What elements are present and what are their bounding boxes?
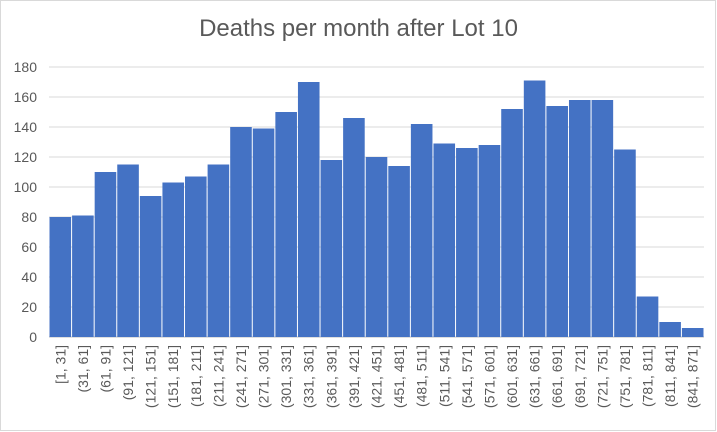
y-tick-label: 180 bbox=[14, 59, 38, 75]
x-tick-label: (391, 421] bbox=[346, 345, 362, 408]
x-tick-label: (841, 871] bbox=[685, 345, 701, 408]
bars bbox=[49, 80, 704, 337]
x-tick-label: (481, 511] bbox=[414, 345, 430, 407]
x-tick-label: (181, 211] bbox=[188, 345, 204, 407]
x-tick-label: (121, 151] bbox=[143, 345, 159, 408]
bar bbox=[614, 149, 636, 337]
bar bbox=[139, 196, 162, 337]
x-axis-ticks: [1, 31] (31, 61] (61, 91] (91, 121] (121, 15… bbox=[52, 345, 700, 408]
x-tick-label: (241, 271] bbox=[233, 345, 249, 408]
x-tick-label: (361, 391] bbox=[323, 345, 339, 408]
x-tick-label: (61, 91] bbox=[97, 345, 113, 392]
bar bbox=[568, 100, 591, 337]
bar bbox=[162, 182, 185, 337]
y-tick-label: 40 bbox=[21, 269, 37, 285]
x-tick-label: (91, 121] bbox=[120, 345, 136, 400]
bar bbox=[94, 172, 117, 337]
bar bbox=[117, 164, 139, 337]
x-tick-label: (271, 301] bbox=[256, 345, 272, 408]
bar bbox=[636, 296, 659, 337]
bar bbox=[343, 118, 365, 337]
y-tick-label: 160 bbox=[14, 89, 38, 105]
chart-title: Deaths per month after Lot 10 bbox=[199, 15, 518, 42]
y-tick-label: 140 bbox=[14, 119, 38, 135]
bar bbox=[252, 128, 275, 337]
y-tick-label: 100 bbox=[14, 179, 38, 195]
bar bbox=[681, 328, 704, 337]
x-tick-label: (571, 601] bbox=[481, 345, 497, 408]
bar bbox=[297, 82, 320, 337]
x-tick-label: (331, 361] bbox=[301, 345, 317, 408]
y-tick-label: 20 bbox=[21, 299, 37, 315]
bar bbox=[523, 80, 546, 337]
bar bbox=[388, 166, 410, 337]
bar bbox=[433, 143, 456, 337]
bar bbox=[320, 160, 343, 337]
bar bbox=[456, 148, 478, 337]
y-tick-label: 120 bbox=[14, 149, 38, 165]
bar bbox=[185, 176, 207, 337]
x-tick-label: (751, 781] bbox=[617, 345, 633, 408]
bar bbox=[275, 112, 297, 337]
bar bbox=[659, 322, 681, 337]
x-tick-label: (601, 631] bbox=[504, 345, 520, 408]
bar bbox=[72, 215, 94, 337]
bar bbox=[230, 127, 252, 337]
bar bbox=[501, 109, 523, 337]
x-tick-label: (301, 331] bbox=[278, 345, 294, 408]
bar bbox=[546, 106, 568, 337]
x-tick-label: (721, 751] bbox=[594, 345, 610, 408]
bar bbox=[591, 100, 614, 337]
y-tick-label: 60 bbox=[21, 239, 37, 255]
x-tick-label: [1, 31] bbox=[52, 345, 68, 384]
x-tick-label: (811, 841] bbox=[662, 345, 678, 407]
bar bbox=[410, 124, 433, 337]
x-tick-label: (151, 181] bbox=[165, 345, 181, 408]
y-tick-label: 80 bbox=[21, 209, 37, 225]
x-tick-label: (211, 241] bbox=[210, 345, 226, 407]
x-tick-label: (541, 571] bbox=[459, 345, 475, 408]
bar bbox=[49, 217, 72, 337]
y-tick-label: 0 bbox=[29, 329, 37, 345]
x-tick-label: (661, 691] bbox=[549, 345, 565, 408]
x-tick-label: (511, 541] bbox=[436, 345, 452, 407]
x-tick-label: (631, 661] bbox=[527, 345, 543, 408]
x-tick-label: (421, 451] bbox=[369, 345, 385, 408]
y-axis-ticks: 0 20 40 60 80 100 120 140 160 180 bbox=[14, 59, 38, 345]
x-tick-label: (781, 811] bbox=[640, 345, 656, 407]
bar bbox=[207, 164, 230, 337]
x-tick-label: (691, 721] bbox=[572, 345, 588, 408]
x-tick-label: (31, 61] bbox=[75, 345, 91, 392]
bar bbox=[365, 157, 388, 337]
x-tick-label: (451, 481] bbox=[391, 345, 407, 408]
bar bbox=[478, 145, 501, 337]
